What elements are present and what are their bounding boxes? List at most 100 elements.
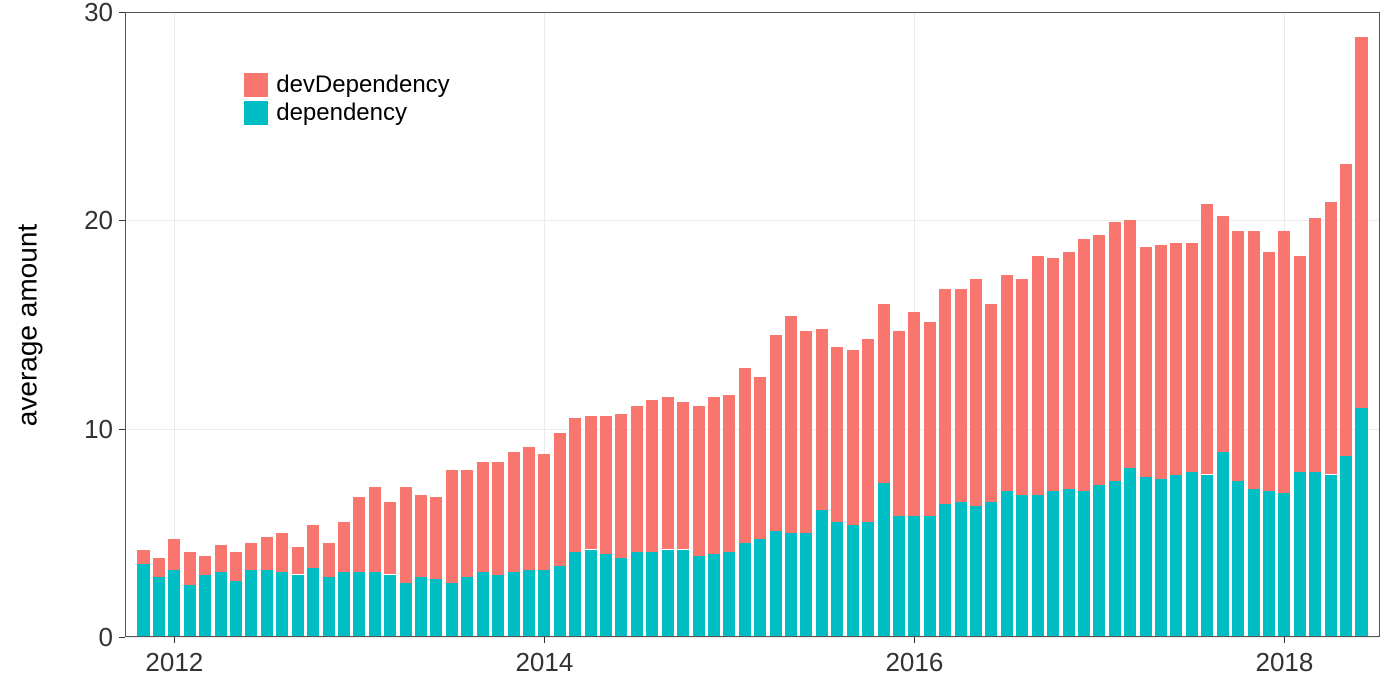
- bar-devdependency: [862, 339, 874, 522]
- y-tick-label: 10: [69, 414, 113, 445]
- bar-devdependency: [292, 547, 304, 574]
- bar-devdependency: [1248, 231, 1260, 489]
- bar-dependency: [569, 552, 581, 637]
- bar-devdependency: [1355, 37, 1367, 408]
- bar-dependency: [862, 522, 874, 637]
- legend-swatch: [244, 101, 268, 125]
- bar-devdependency: [245, 543, 257, 570]
- bar-devdependency: [1063, 252, 1075, 490]
- bar-devdependency: [415, 495, 427, 576]
- bar-devdependency: [1263, 252, 1275, 492]
- y-tick: [119, 12, 125, 13]
- bar-dependency: [1186, 472, 1198, 637]
- bar-devdependency: [816, 329, 828, 510]
- bar-dependency: [323, 577, 335, 637]
- bar-dependency: [1078, 491, 1090, 637]
- bar-devdependency: [662, 397, 674, 549]
- bar-devdependency: [585, 416, 597, 549]
- bar-devdependency: [677, 402, 689, 550]
- bar-dependency: [1109, 481, 1121, 637]
- bar-dependency: [1047, 491, 1059, 637]
- bar-devdependency: [785, 316, 797, 533]
- bar-devdependency: [199, 556, 211, 575]
- bar-devdependency: [723, 395, 735, 551]
- bar-devdependency: [261, 537, 273, 570]
- bar-devdependency: [230, 552, 242, 581]
- bar-dependency: [1263, 491, 1275, 637]
- bar-dependency: [785, 533, 797, 637]
- bar-dependency: [816, 510, 828, 637]
- bar-dependency: [538, 570, 550, 637]
- bar-dependency: [137, 564, 149, 637]
- bar-devdependency: [1124, 220, 1136, 468]
- bar-devdependency: [477, 462, 489, 572]
- bar-devdependency: [276, 533, 288, 573]
- bar-devdependency: [1078, 239, 1090, 491]
- x-tick-label: 2012: [134, 647, 214, 678]
- bar-dependency: [631, 552, 643, 637]
- bar-devdependency: [631, 406, 643, 552]
- bar-devdependency: [168, 539, 180, 570]
- bar-dependency: [646, 552, 658, 637]
- bar-devdependency: [307, 525, 319, 569]
- bar-dependency: [1232, 481, 1244, 637]
- bar-dependency: [400, 583, 412, 637]
- y-tick-label: 20: [69, 205, 113, 236]
- bar-devdependency: [847, 350, 859, 525]
- bar-devdependency: [137, 550, 149, 565]
- bar-dependency: [1155, 479, 1167, 637]
- bar-devdependency: [878, 304, 890, 483]
- bar-dependency: [955, 502, 967, 637]
- bar-dependency: [878, 483, 890, 637]
- bar-dependency: [369, 572, 381, 637]
- bar-dependency: [600, 554, 612, 637]
- bar-devdependency: [985, 304, 997, 502]
- bar-dependency: [1170, 475, 1182, 638]
- bar-dependency: [1124, 468, 1136, 637]
- bar-dependency: [585, 550, 597, 638]
- bar-devdependency: [569, 418, 581, 551]
- legend-item: dependency: [244, 99, 449, 127]
- bar-dependency: [1093, 485, 1105, 637]
- bar-dependency: [1140, 477, 1152, 637]
- x-tick: [174, 637, 175, 643]
- bar-devdependency: [693, 406, 705, 556]
- bar-devdependency: [492, 462, 504, 575]
- bar-devdependency: [184, 552, 196, 585]
- bar-dependency: [754, 539, 766, 637]
- bar-devdependency: [1309, 218, 1321, 472]
- bar-dependency: [1325, 475, 1337, 638]
- bar-devdependency: [430, 497, 442, 578]
- bar-dependency: [492, 575, 504, 638]
- bar-dependency: [554, 566, 566, 637]
- grid-line: [126, 637, 1379, 638]
- bar-devdependency: [1278, 231, 1290, 494]
- bar-dependency: [523, 570, 535, 637]
- y-tick: [119, 220, 125, 221]
- bar-devdependency: [538, 454, 550, 571]
- x-tick: [544, 637, 545, 643]
- bar-devdependency: [1170, 243, 1182, 474]
- bar-dependency: [384, 575, 396, 638]
- bar-dependency: [1355, 408, 1367, 637]
- bar-dependency: [276, 572, 288, 637]
- bar-dependency: [215, 572, 227, 637]
- bar-devdependency: [939, 289, 951, 504]
- bar-dependency: [908, 516, 920, 637]
- bar-dependency: [184, 585, 196, 637]
- x-tick-label: 2018: [1244, 647, 1324, 678]
- bar-devdependency: [523, 447, 535, 570]
- bar-dependency: [739, 543, 751, 637]
- bar-dependency: [153, 577, 165, 637]
- bar-dependency: [1032, 495, 1044, 637]
- bar-devdependency: [615, 414, 627, 558]
- bar-dependency: [230, 581, 242, 637]
- bar-devdependency: [770, 335, 782, 531]
- bar-devdependency: [1186, 243, 1198, 472]
- bar-dependency: [477, 572, 489, 637]
- bar-dependency: [508, 572, 520, 637]
- y-tick: [119, 429, 125, 430]
- bar-dependency: [770, 531, 782, 637]
- bar-dependency: [1001, 491, 1013, 637]
- bar-devdependency: [1093, 235, 1105, 485]
